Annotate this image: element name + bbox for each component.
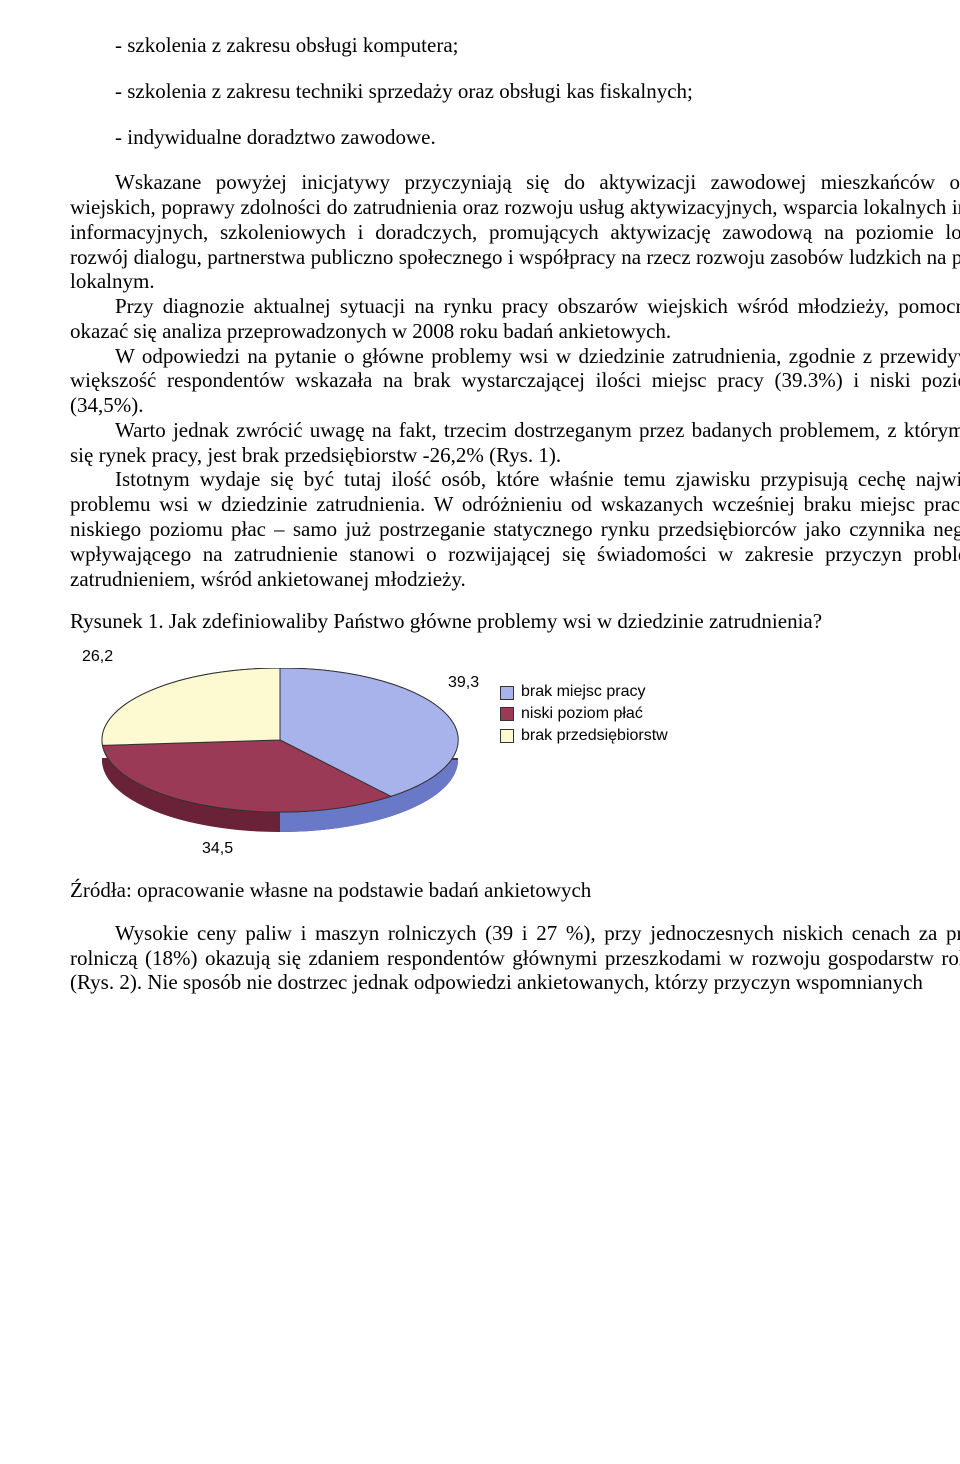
slice-label: 39,3 [448,674,479,693]
paragraph: Wskazane powyżej inicjatywy przyczyniają… [70,170,960,294]
pie-chart: 26,2 39,3 34,5 brak miejsc pracy niski p… [70,648,890,878]
figure-source: Źródła: opracowanie własne na podstawie … [70,878,960,903]
legend-swatch [500,707,514,721]
paragraph: Przy diagnozie aktualnej sytuacji na ryn… [70,294,960,344]
paragraph: Wysokie ceny paliw i maszyn rolniczych (… [70,921,960,995]
legend-swatch [500,686,514,700]
figure-title: Rysunek 1. Jak zdefiniowaliby Państwo gł… [70,609,960,634]
slice-label: 26,2 [82,648,113,667]
pie-graphic [100,668,460,858]
legend-label: brak przedsiębiorstw [521,727,668,746]
paragraph: Warto jednak zwrócić uwagę na fakt, trze… [70,418,960,468]
pie-svg [100,668,460,858]
chart-legend: brak miejsc pracy niski poziom płać brak… [500,683,668,749]
legend-label: brak miejsc pracy [521,683,645,702]
bullet-item: - szkolenia z zakresu techniki sprzedaży… [70,79,960,104]
bullet-item: - szkolenia z zakresu obsługi komputera; [70,33,960,58]
legend-label: niski poziom płać [521,705,643,724]
paragraph: Istotnym wydaje się być tutaj ilość osób… [70,467,960,591]
paragraph: W odpowiedzi na pytanie o główne problem… [70,344,960,418]
slice-label: 34,5 [202,840,233,859]
bullet-item: - indywidualne doradztwo zawodowe. [70,125,960,150]
legend-item: brak miejsc pracy [500,683,668,702]
legend-item: brak przedsiębiorstw [500,727,668,746]
legend-item: niski poziom płać [500,705,668,724]
legend-swatch [500,729,514,743]
bulleted-list: - szkolenia z zakresu obsługi komputera;… [70,33,960,149]
